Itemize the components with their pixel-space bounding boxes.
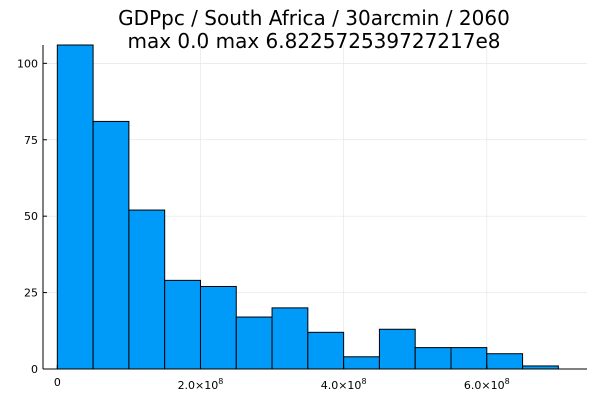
histogram-bar-12 (486, 353, 524, 370)
histogram-bar-0 (56, 44, 94, 370)
histogram-bar-6 (271, 307, 309, 370)
histogram-bar-1 (92, 120, 130, 370)
y-tick-label-0: 0 (31, 363, 38, 376)
y-tick-label-1: 25 (24, 287, 38, 300)
histogram-bar-8 (343, 356, 380, 370)
histogram-bar-2 (128, 209, 166, 370)
axes-layer (42, 45, 587, 370)
histogram-bar-10 (414, 347, 452, 370)
y-tick-label-2: 50 (24, 210, 38, 223)
x-tick-label-0: 0 (54, 376, 61, 389)
histogram-bar-5 (235, 316, 273, 370)
histogram-bar-7 (307, 331, 345, 370)
histogram-bar-4 (199, 285, 237, 370)
x-tick-label-3: 6.0×108 (464, 377, 510, 392)
histogram-bar-3 (164, 279, 201, 370)
y-tick-label-3: 75 (24, 134, 38, 147)
ticks-layer: 0 25 50 75 100 0 2.0×108 4.0×108 6.0×108 (17, 57, 510, 392)
x-tick-label-2: 4.0×108 (321, 377, 367, 392)
chart-title-line2: max 0.0 max 6.822572539727217e8 (127, 29, 500, 53)
histogram-bar-11 (450, 347, 488, 370)
chart-title-line1: GDPpc / South Africa / 30arcmin / 2060 (118, 6, 510, 30)
y-tick-label-4: 100 (17, 57, 38, 70)
x-tick-label-1: 2.0×108 (178, 377, 224, 392)
bars-layer (56, 44, 559, 370)
histogram-bar-9 (378, 328, 416, 370)
